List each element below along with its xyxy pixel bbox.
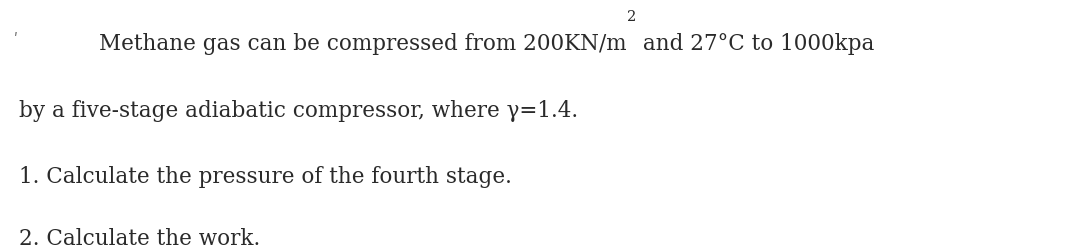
Text: Methane gas can be compressed from 200KN/m: Methane gas can be compressed from 200KN… bbox=[99, 32, 627, 54]
Text: by a five-stage adiabatic compressor, where γ=1.4.: by a five-stage adiabatic compressor, wh… bbox=[19, 100, 579, 122]
Text: and 27°C to 1000kpa: and 27°C to 1000kpa bbox=[636, 32, 875, 54]
Text: 2: 2 bbox=[627, 10, 636, 24]
Text: 1. Calculate the pressure of the fourth stage.: 1. Calculate the pressure of the fourth … bbox=[19, 165, 512, 187]
Text: ʹ: ʹ bbox=[14, 32, 18, 46]
Text: 2. Calculate the work.: 2. Calculate the work. bbox=[19, 228, 260, 250]
